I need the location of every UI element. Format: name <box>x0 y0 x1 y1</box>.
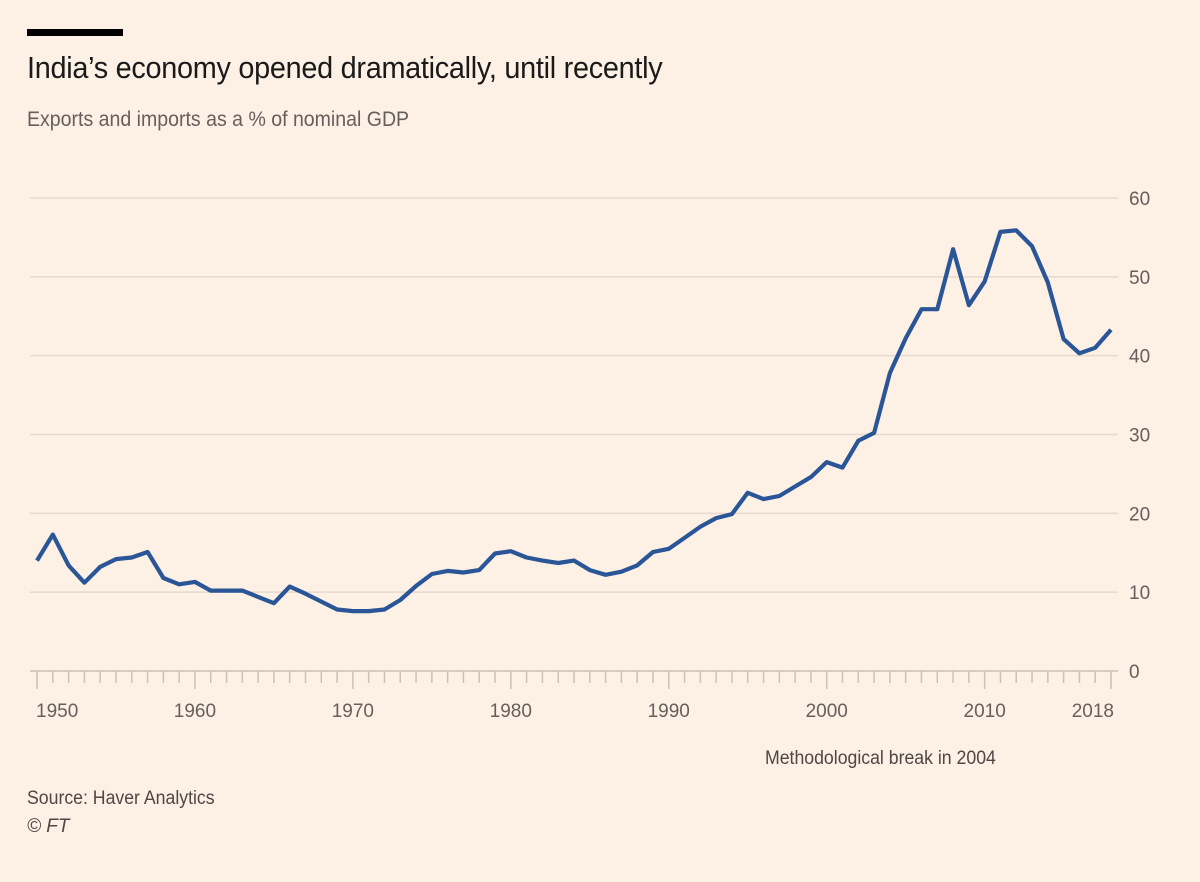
y-tick-label-50: 50 <box>1129 268 1150 289</box>
y-tick-label-10: 10 <box>1129 583 1150 604</box>
y-tick-label-40: 40 <box>1129 347 1150 368</box>
x-tick-label-1990: 1990 <box>648 701 690 722</box>
methodology-note: Methodological break in 2004 <box>765 748 996 769</box>
chart-subtitle: Exports and imports as a % of nominal GD… <box>27 108 410 131</box>
y-tick-label-0: 0 <box>1129 662 1140 683</box>
x-tick-label-2018: 2018 <box>1072 701 1114 722</box>
copyright-text: © FT <box>27 816 70 837</box>
x-tick-label-1950: 1950 <box>36 701 78 722</box>
y-tick-label-30: 30 <box>1129 426 1150 447</box>
y-tick-label-60: 60 <box>1129 189 1150 210</box>
series-line <box>35 228 1113 614</box>
x-tick-label-2000: 2000 <box>806 701 848 722</box>
x-axis <box>30 670 1118 689</box>
source-text: Source: Haver Analytics <box>27 788 215 809</box>
x-axis-tick-labels: 1950 1960 1970 1980 1990 2000 2010 2018 <box>36 701 1114 722</box>
x-tick-label-2010: 2010 <box>964 701 1006 722</box>
chart-title: India’s economy opened dramatically, unt… <box>27 50 663 85</box>
series-group <box>35 228 1113 614</box>
y-axis-tick-labels: 0 10 20 30 40 50 60 <box>1129 189 1150 683</box>
x-tick-label-1960: 1960 <box>174 701 216 722</box>
x-tick-label-1980: 1980 <box>490 701 532 722</box>
y-tick-label-20: 20 <box>1129 504 1150 525</box>
ft-brand-bar <box>27 29 123 36</box>
x-tick-label-1970: 1970 <box>332 701 374 722</box>
